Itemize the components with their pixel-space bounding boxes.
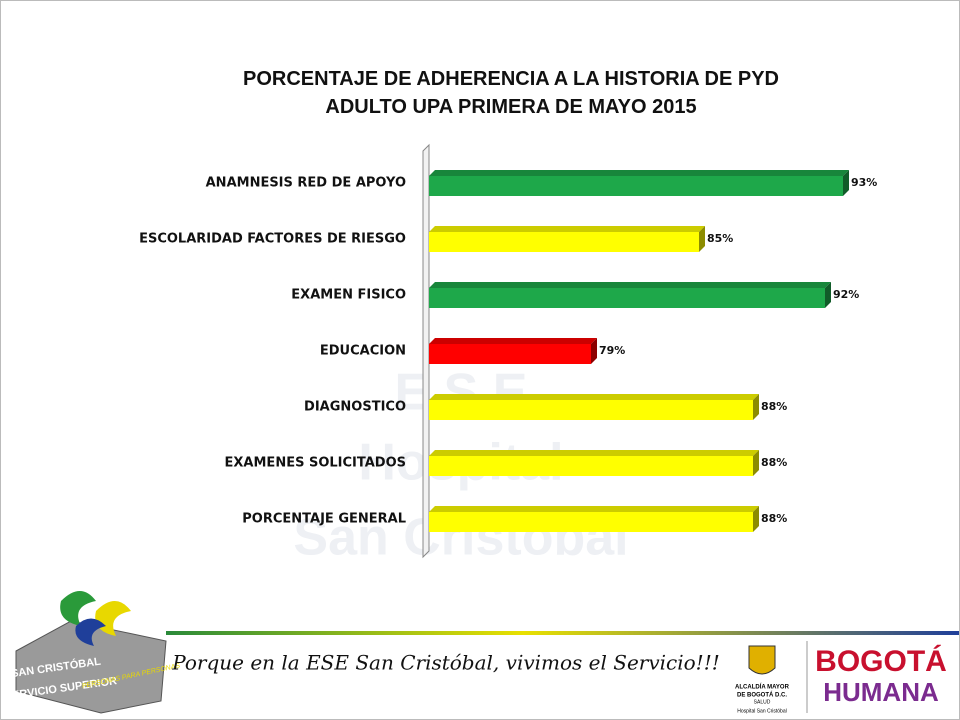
bar-side (591, 338, 597, 364)
logo-shape (75, 618, 106, 646)
logo-shape (95, 601, 131, 636)
category-label: EXAMEN FISICO (291, 288, 406, 303)
slogan: Porque en la ESE San Cristóbal, vivimos … (171, 651, 720, 675)
value-label: 93% (851, 176, 877, 189)
logo-text: SALUD (754, 699, 771, 705)
value-label: 79% (599, 344, 625, 357)
bar-top (429, 450, 759, 456)
axis-wall (422, 143, 430, 559)
footer-stripe (166, 631, 959, 635)
bar (429, 338, 597, 364)
value-label: 88% (761, 512, 787, 525)
bar-side (753, 506, 759, 532)
logo-text: DE BOGOTÁ D.C. (737, 692, 787, 699)
category-label: ANAMNESIS RED DE APOYO (206, 176, 406, 191)
bar-side (699, 226, 705, 252)
bar (429, 170, 849, 196)
logo-shape (60, 591, 96, 626)
shield (748, 645, 776, 675)
category-label: EXAMENES SOLICITADOS (225, 456, 406, 471)
bar (429, 450, 759, 476)
bar (429, 282, 831, 308)
logo-text: BOGOTÁ (815, 644, 947, 678)
category-label: ESCOLARIDAD FACTORES DE RIESGO (139, 232, 406, 247)
bar-side (753, 394, 759, 420)
bar-front (429, 512, 753, 532)
bar-front (429, 456, 753, 476)
logo-text: Hospital San Cristóbal (737, 708, 786, 714)
bar-top (429, 506, 759, 512)
bar-side (843, 170, 849, 196)
category-label: DIAGNOSTICO (304, 400, 406, 415)
bar (429, 394, 759, 420)
bar-side (825, 282, 831, 308)
bar-front (429, 176, 843, 196)
bar-front (429, 288, 825, 308)
logo-mid: ALCALDÍA MAYOR DE BOGOTÁ D.C. SALUD Hosp… (735, 645, 790, 714)
bar (429, 226, 705, 252)
bar-front (429, 400, 753, 420)
value-label: 85% (707, 232, 733, 245)
bar-side (753, 450, 759, 476)
bar-top (429, 226, 705, 232)
category-label: EDUCACION (320, 344, 406, 359)
logo-left: SAN CRISTÓBAL SERVICIO SUPERIOR PERSONAS… (4, 591, 181, 714)
logo-text: ALCALDÍA MAYOR (735, 683, 790, 691)
bar-top (429, 338, 597, 344)
bars (429, 170, 849, 532)
logo-text: HUMANA (823, 677, 939, 707)
bar-front (429, 232, 699, 252)
chart-title: PORCENTAJE DE ADHERENCIA A LA HISTORIA D… (243, 68, 779, 118)
bar-top (429, 282, 831, 288)
bar-front (429, 344, 591, 364)
bar-top (429, 394, 759, 400)
bar (429, 506, 759, 532)
bar-top (429, 170, 849, 176)
category-label: PORCENTAJE GENERAL (242, 512, 406, 527)
value-label: 92% (833, 288, 859, 301)
value-label: 88% (761, 456, 787, 469)
value-label: 88% (761, 400, 787, 413)
